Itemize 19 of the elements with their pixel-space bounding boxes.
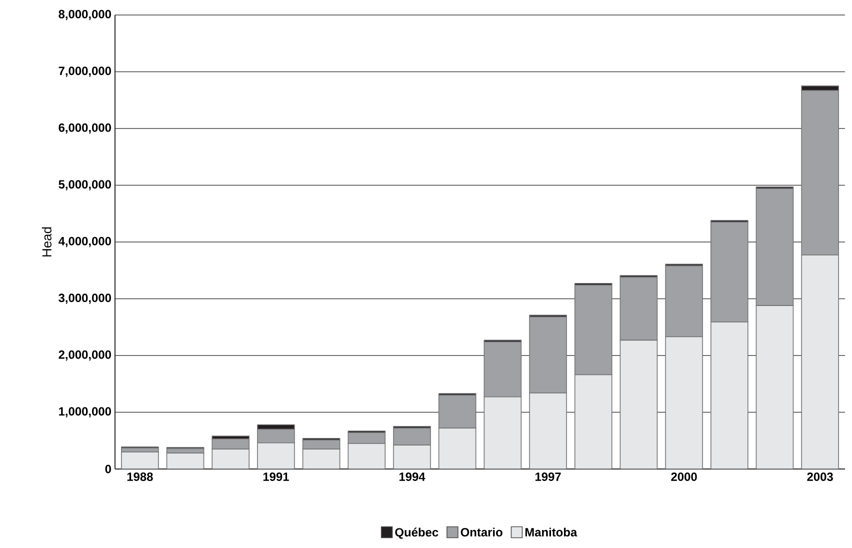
y-tick-label: 6,000,000: [58, 123, 111, 134]
x-tick-label: 1994: [399, 472, 426, 481]
y-tick-label: 2,000,000: [58, 350, 111, 361]
y-tick-label: 1,000,000: [59, 407, 111, 418]
legend-label: Québec: [395, 528, 438, 539]
y-axis-title: Head: [42, 227, 52, 256]
x-tick-label: 1997: [535, 472, 561, 481]
legend-label: Manitoba: [525, 528, 578, 536]
y-tick-label: 4,000,000: [58, 236, 111, 248]
x-tick-label: 2000: [671, 472, 697, 481]
x-tick-label: 1991: [263, 472, 289, 481]
x-tick-label: 1988: [127, 472, 153, 481]
y-tick-label: 3,000,000: [58, 294, 111, 304]
y-tick-label: 5,000,000: [58, 180, 111, 190]
y-tick-label: 0: [105, 464, 111, 474]
legend-label: Ontario: [460, 528, 502, 536]
x-tick-label: 2003: [807, 472, 833, 481]
y-tick-label: 7,000,000: [58, 66, 111, 77]
y-tick-label: 8,000,000: [58, 10, 111, 20]
